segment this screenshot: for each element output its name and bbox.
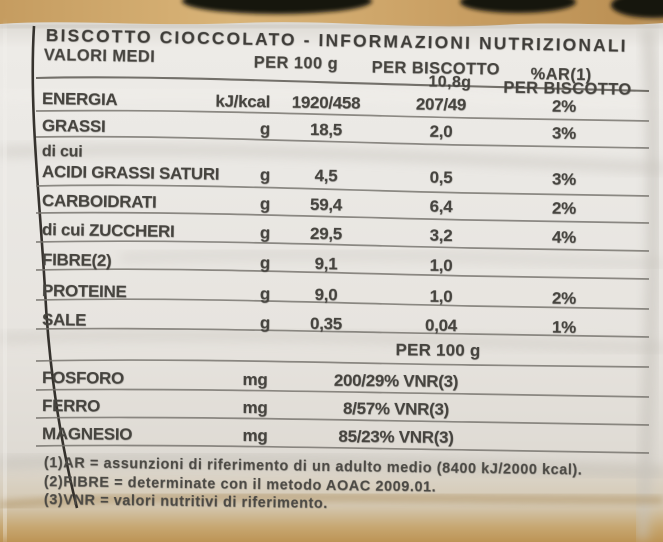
row-value-ar: 4% [551, 227, 577, 247]
row-label: FOSFORO [41, 368, 125, 388]
table-left-border [31, 25, 79, 509]
mineral-row-fosforo: FOSFORO mg 200/29% VNR(3) [42, 368, 586, 393]
row-value-ar [500, 257, 628, 279]
row-unit: mg [242, 397, 268, 418]
row-unit: g [259, 223, 271, 243]
col-header-per-100g: PER 100 g [253, 53, 339, 73]
mineral-row-magnesio: MAGNESIO mg 85/23% VNR(3) [42, 424, 586, 449]
row-label-prefix-di-cui: di cui [41, 143, 83, 161]
row-unit: g [259, 194, 271, 214]
row-value-ar: 2% [551, 198, 577, 218]
row-value-per100: 4,5 [314, 166, 338, 186]
row-label: FERRO [41, 396, 101, 416]
row-value-ar: 3% [551, 123, 577, 143]
row-value-vnr: 8/57% VNR(3) [342, 398, 450, 419]
row-value-per-biscuit: 2,0 [429, 121, 453, 142]
col-header-valori-medi: VALORI MEDI [43, 46, 156, 66]
row-value-per100: 29,5 [309, 223, 343, 244]
table-row-zuccheri: di cui ZUCCHERI g 29,5 3,2 4% [42, 220, 628, 249]
row-value-per-biscuit: 6,4 [429, 196, 453, 217]
row-unit: g [259, 119, 271, 139]
table-row-acidi-grassi-saturi: ACIDI GRASSI SATURI g 4,5 0,5 3% [42, 162, 628, 191]
row-label: CARBOIDRATI [41, 191, 157, 212]
mineral-row-ferro: FERRO mg 8/57% VNR(3) [42, 396, 586, 421]
row-value-per100: 9,0 [314, 285, 338, 305]
row-label: ENERGIA [41, 89, 118, 110]
row-value-per-biscuit: 0,5 [429, 167, 453, 188]
row-label: PROTEINE [41, 281, 127, 302]
row-label: di cui ZUCCHERI [41, 220, 175, 241]
table-row-sale: SALE g 0,35 0,04 1% [42, 310, 628, 339]
table-row-fibre: FIBRE(2) g 9,1 1,0 [42, 250, 628, 279]
row-value-ar: 2% [551, 96, 577, 116]
table-rules [35, 76, 650, 454]
row-value-per100: 9,1 [314, 254, 338, 274]
row-value-per100: 59,4 [309, 194, 343, 215]
row-unit: g [259, 313, 271, 333]
row-value-ar: 2% [551, 288, 577, 308]
row-unit: g [259, 284, 271, 304]
row-unit: kJ/kcal [215, 91, 271, 112]
row-value-per-biscuit: 1,0 [429, 286, 453, 307]
table-row-carboidrati: CARBOIDRATI g 59,4 6,4 2% [42, 191, 628, 220]
row-value-per100: 1920/458 [291, 92, 361, 113]
row-unit: g [259, 165, 271, 185]
row-value-per-biscuit: 0,04 [424, 315, 458, 336]
row-value-vnr: 85/23% VNR(3) [338, 426, 454, 447]
row-unit: g [259, 253, 271, 273]
row-value-ar: 1% [551, 317, 577, 337]
col-header-biscotto-weight: 10,8g [428, 73, 472, 92]
footnote-vnr: (3)VNR = valori nutritivi di riferimento… [43, 492, 328, 512]
table-row-grassi: GRASSI g 18,5 2,0 3% [42, 116, 628, 145]
row-label: MAGNESIO [41, 424, 133, 444]
row-value-per100: 18,5 [309, 119, 343, 140]
row-value-per-biscuit: 1,0 [429, 255, 453, 276]
row-unit: mg [242, 425, 268, 446]
row-value-per-biscuit: 3,2 [429, 225, 453, 246]
row-label: SALE [41, 310, 87, 330]
row-value-ar: 3% [551, 169, 577, 189]
minerals-subheader-per-100g: PER 100 g [395, 340, 481, 361]
table-row-proteine: PROTEINE g 9,0 1,0 2% [42, 281, 628, 310]
row-label: FIBRE(2) [41, 250, 112, 271]
row-value-per100: 0,35 [309, 313, 343, 334]
row-value-per-biscuit: 207/49 [415, 94, 467, 115]
row-label: GRASSI [41, 116, 106, 136]
row-value-vnr: 200/29% VNR(3) [333, 370, 459, 391]
row-label: ACIDI GRASSI SATURI [41, 162, 220, 184]
row-unit: mg [242, 369, 268, 390]
